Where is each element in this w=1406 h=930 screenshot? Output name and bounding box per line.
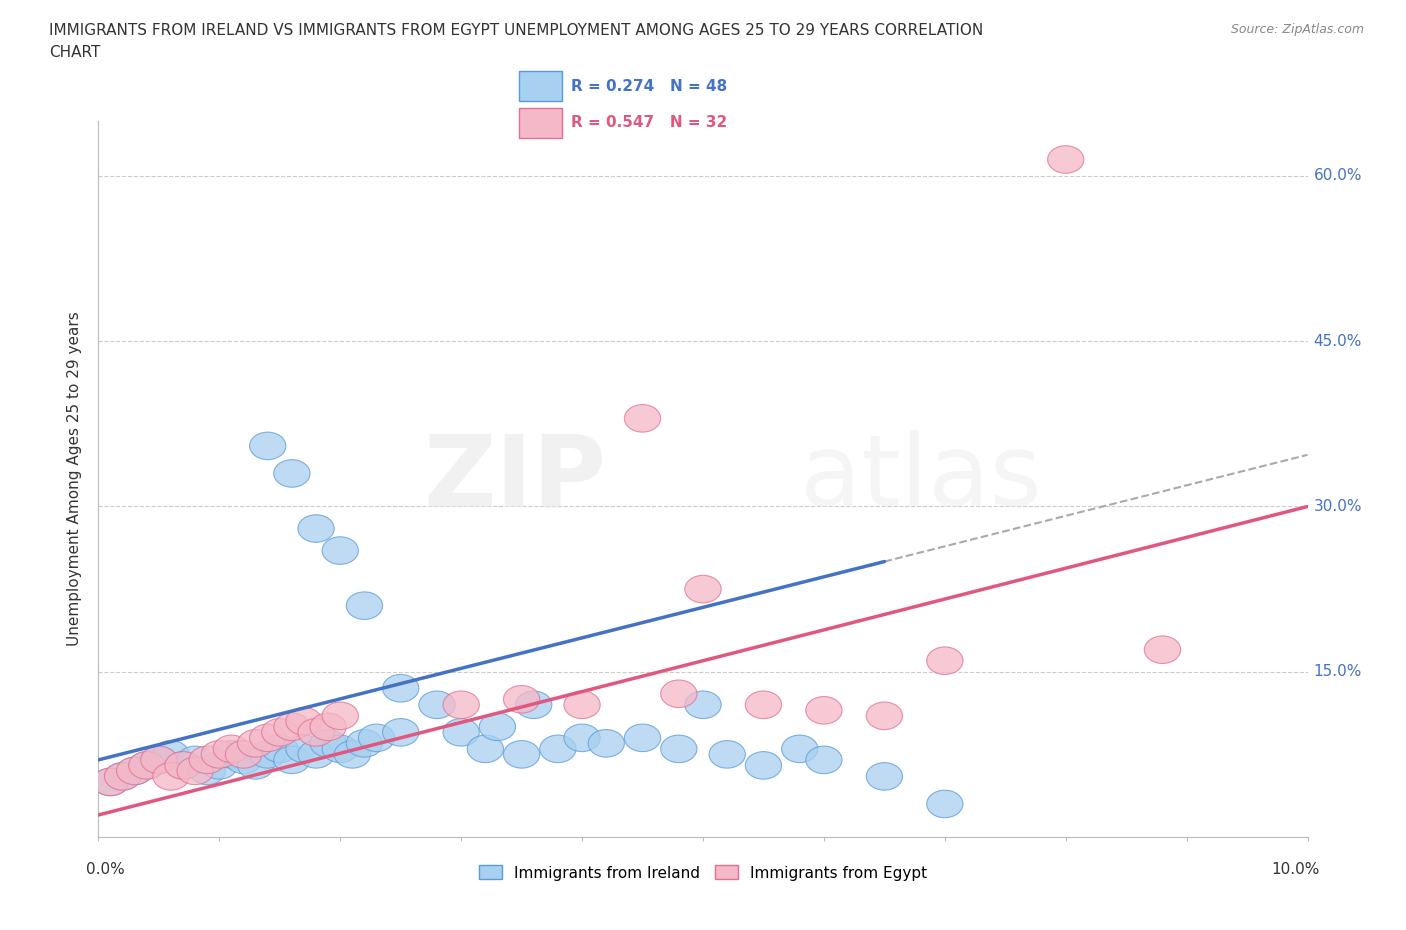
Ellipse shape xyxy=(177,746,214,774)
Ellipse shape xyxy=(927,790,963,817)
Ellipse shape xyxy=(503,685,540,713)
Ellipse shape xyxy=(1047,146,1084,173)
Ellipse shape xyxy=(104,763,141,790)
Ellipse shape xyxy=(516,691,551,719)
Ellipse shape xyxy=(274,713,311,740)
Ellipse shape xyxy=(1144,636,1181,663)
Ellipse shape xyxy=(443,691,479,719)
Ellipse shape xyxy=(309,713,346,740)
Ellipse shape xyxy=(225,746,262,774)
Y-axis label: Unemployment Among Ages 25 to 29 years: Unemployment Among Ages 25 to 29 years xyxy=(67,312,83,646)
Ellipse shape xyxy=(201,751,238,779)
Ellipse shape xyxy=(93,768,129,796)
Ellipse shape xyxy=(661,680,697,708)
Ellipse shape xyxy=(274,746,311,774)
Ellipse shape xyxy=(238,730,274,757)
Text: 60.0%: 60.0% xyxy=(1313,168,1362,183)
Ellipse shape xyxy=(250,740,285,768)
Ellipse shape xyxy=(685,576,721,603)
Ellipse shape xyxy=(661,735,697,763)
Ellipse shape xyxy=(745,751,782,779)
Ellipse shape xyxy=(274,459,311,487)
Ellipse shape xyxy=(250,724,285,751)
Ellipse shape xyxy=(129,751,165,779)
Ellipse shape xyxy=(322,735,359,763)
Ellipse shape xyxy=(806,697,842,724)
Ellipse shape xyxy=(866,702,903,730)
Ellipse shape xyxy=(927,647,963,674)
Ellipse shape xyxy=(141,746,177,774)
Ellipse shape xyxy=(188,757,225,785)
Ellipse shape xyxy=(382,719,419,746)
Ellipse shape xyxy=(588,730,624,757)
Text: Source: ZipAtlas.com: Source: ZipAtlas.com xyxy=(1230,23,1364,36)
Text: 0.0%: 0.0% xyxy=(86,862,125,877)
Ellipse shape xyxy=(117,757,153,785)
Ellipse shape xyxy=(540,735,576,763)
Ellipse shape xyxy=(188,746,225,774)
Ellipse shape xyxy=(564,724,600,751)
Ellipse shape xyxy=(419,691,456,719)
Ellipse shape xyxy=(214,740,250,768)
Ellipse shape xyxy=(262,735,298,763)
Ellipse shape xyxy=(359,724,395,751)
Ellipse shape xyxy=(624,724,661,751)
Ellipse shape xyxy=(285,735,322,763)
Ellipse shape xyxy=(709,740,745,768)
Ellipse shape xyxy=(322,702,359,730)
Text: 30.0%: 30.0% xyxy=(1313,499,1362,514)
Ellipse shape xyxy=(201,740,238,768)
Text: ZIP: ZIP xyxy=(423,431,606,527)
Text: R = 0.547   N = 32: R = 0.547 N = 32 xyxy=(571,115,727,130)
Text: IMMIGRANTS FROM IRELAND VS IMMIGRANTS FROM EGYPT UNEMPLOYMENT AMONG AGES 25 TO 2: IMMIGRANTS FROM IRELAND VS IMMIGRANTS FR… xyxy=(49,23,983,38)
Ellipse shape xyxy=(745,691,782,719)
Text: 10.0%: 10.0% xyxy=(1271,862,1320,877)
Ellipse shape xyxy=(346,730,382,757)
Ellipse shape xyxy=(214,735,250,763)
Ellipse shape xyxy=(782,735,818,763)
Ellipse shape xyxy=(298,515,335,542)
Ellipse shape xyxy=(117,757,153,785)
Ellipse shape xyxy=(806,746,842,774)
Ellipse shape xyxy=(153,763,190,790)
Ellipse shape xyxy=(250,432,285,459)
Ellipse shape xyxy=(322,537,359,565)
Ellipse shape xyxy=(129,751,165,779)
Ellipse shape xyxy=(467,735,503,763)
Text: R = 0.274   N = 48: R = 0.274 N = 48 xyxy=(571,79,727,94)
Ellipse shape xyxy=(685,691,721,719)
Text: 15.0%: 15.0% xyxy=(1313,664,1362,679)
Text: CHART: CHART xyxy=(49,45,101,60)
Text: atlas: atlas xyxy=(800,431,1042,527)
Legend: Immigrants from Ireland, Immigrants from Egypt: Immigrants from Ireland, Immigrants from… xyxy=(472,859,934,886)
Ellipse shape xyxy=(225,740,262,768)
Ellipse shape xyxy=(503,740,540,768)
Bar xyxy=(519,108,562,138)
Ellipse shape xyxy=(165,751,201,779)
Ellipse shape xyxy=(153,740,190,768)
Ellipse shape xyxy=(298,719,335,746)
Ellipse shape xyxy=(165,751,201,779)
Bar xyxy=(519,72,562,101)
Ellipse shape xyxy=(335,740,371,768)
Ellipse shape xyxy=(624,405,661,432)
Ellipse shape xyxy=(262,719,298,746)
Ellipse shape xyxy=(238,751,274,779)
Ellipse shape xyxy=(564,691,600,719)
Ellipse shape xyxy=(285,708,322,735)
Ellipse shape xyxy=(382,674,419,702)
Ellipse shape xyxy=(443,719,479,746)
Ellipse shape xyxy=(346,591,382,619)
Ellipse shape xyxy=(309,730,346,757)
Ellipse shape xyxy=(93,768,129,796)
Ellipse shape xyxy=(866,763,903,790)
Text: 45.0%: 45.0% xyxy=(1313,334,1362,349)
Ellipse shape xyxy=(298,740,335,768)
Ellipse shape xyxy=(479,713,516,740)
Ellipse shape xyxy=(177,757,214,785)
Ellipse shape xyxy=(104,763,141,790)
Ellipse shape xyxy=(141,746,177,774)
